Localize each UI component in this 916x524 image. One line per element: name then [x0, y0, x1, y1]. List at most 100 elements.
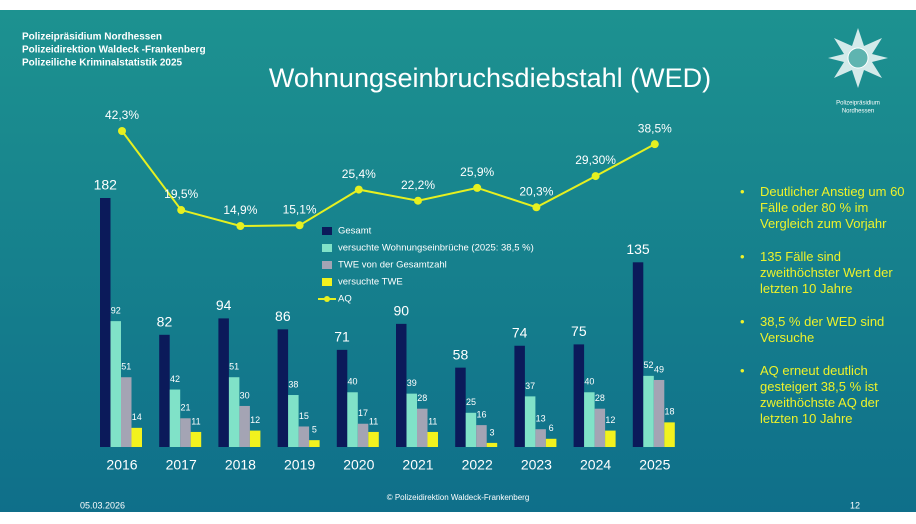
data-label: 75	[571, 323, 587, 339]
bar	[486, 442, 498, 447]
data-label: 28	[417, 393, 427, 403]
bar	[514, 345, 525, 447]
aq-label: 20,3%	[519, 184, 553, 198]
aq-point	[177, 206, 186, 215]
data-label: 28	[595, 393, 605, 403]
legend-label: AQ	[338, 294, 352, 305]
header-line: Polizeidirektion Waldeck -Frankenberg	[22, 45, 206, 56]
x-tick-label: 2022	[462, 457, 493, 473]
bar	[653, 379, 665, 447]
data-label: 135	[626, 241, 650, 257]
data-label: 17	[358, 408, 368, 418]
aq-label: 42,3%	[105, 108, 139, 122]
bar	[465, 412, 477, 447]
legend-label: TWE von der Gesamtzahl	[338, 260, 447, 271]
bar	[347, 392, 358, 447]
page-number: 12	[850, 500, 860, 510]
bar	[545, 438, 557, 447]
data-label: 30	[240, 390, 250, 400]
legend-swatch	[322, 261, 332, 269]
data-label: 42	[170, 374, 180, 384]
data-label: 86	[275, 308, 291, 324]
x-tick-label: 2023	[521, 457, 552, 473]
data-label: 90	[393, 303, 409, 319]
aq-point	[354, 185, 363, 194]
bar	[406, 393, 417, 447]
x-tick-label: 2017	[166, 457, 197, 473]
data-label: 39	[407, 378, 417, 388]
aq-point	[532, 203, 541, 212]
aq-line	[121, 130, 656, 228]
aq-point	[295, 221, 304, 230]
data-label: 49	[654, 364, 664, 374]
bar	[632, 262, 644, 447]
bar	[190, 431, 202, 447]
data-label: 15	[299, 411, 309, 421]
legend-swatch	[322, 278, 332, 286]
bar	[476, 425, 487, 447]
bullet: AQ erneut deutlich gesteigert 38,5 % ist…	[738, 363, 916, 427]
aq-point	[650, 140, 659, 149]
data-label: 12	[250, 415, 260, 425]
aq-point	[118, 127, 126, 135]
data-label: 51	[121, 362, 131, 372]
chart-title: Wohnungseinbruchsdiebstahl (WED)	[269, 63, 711, 93]
bar	[336, 349, 348, 447]
bar	[396, 323, 407, 447]
aq-label: 15,1%	[283, 202, 317, 216]
bar	[228, 377, 240, 447]
aq-point	[414, 196, 422, 205]
data-label: 16	[476, 409, 486, 419]
data-label: 58	[453, 346, 469, 362]
data-label: 182	[94, 177, 118, 193]
data-label: 37	[525, 381, 535, 391]
logo-text: Nordhessen	[842, 109, 874, 115]
logo-text: Polizeipräsidium	[836, 101, 880, 107]
bar	[180, 418, 191, 447]
data-label: 21	[180, 403, 190, 413]
bar	[524, 396, 536, 447]
data-label: 52	[644, 360, 654, 370]
x-tick-label: 2016	[106, 457, 137, 473]
data-label: 82	[157, 314, 173, 330]
bar	[131, 427, 142, 447]
logo	[828, 28, 888, 88]
data-label: 13	[536, 414, 546, 424]
bar	[110, 321, 121, 447]
bar	[288, 395, 299, 447]
bar	[159, 334, 170, 447]
bar	[455, 367, 466, 447]
aq-label: 25,9%	[460, 165, 494, 179]
bar	[100, 198, 111, 447]
data-label: 40	[348, 377, 358, 387]
bar	[535, 429, 546, 447]
bar	[605, 430, 616, 447]
bullet: Deutlicher Anstieg um 60 Fälle oder 80 %…	[738, 184, 916, 232]
data-label: 11	[191, 416, 200, 426]
header-line: Polizeipräsidium Nordhessen	[22, 32, 162, 43]
bar	[357, 423, 369, 447]
footer-date: 05.03.2026	[80, 500, 125, 510]
x-tick-label: 2020	[343, 457, 374, 473]
aq-label: 22,2%	[401, 178, 435, 192]
aq-label: 38,5%	[638, 121, 672, 135]
header-line: Polizeiliche Kriminalstatistik 2025	[22, 58, 183, 69]
aq-label: 25,4%	[342, 167, 376, 181]
x-tick-label: 2019	[284, 457, 315, 473]
data-label: 3	[489, 427, 494, 437]
bar	[121, 377, 132, 447]
data-label: 18	[665, 407, 675, 417]
data-label: 94	[216, 297, 232, 313]
data-label: 92	[111, 306, 121, 316]
legend-marker	[324, 296, 330, 302]
x-tick-label: 2018	[225, 457, 256, 473]
data-label: 11	[428, 416, 437, 426]
data-label: 6	[549, 423, 554, 433]
legend-swatch	[322, 244, 332, 252]
footer-copyright: © Polizeidirektion Waldeck-Frankenberg	[387, 493, 530, 502]
data-label: 14	[132, 412, 142, 422]
bar	[584, 392, 595, 447]
aq-label: 29,30%	[575, 153, 616, 167]
bar	[218, 318, 229, 447]
bar	[643, 375, 654, 447]
